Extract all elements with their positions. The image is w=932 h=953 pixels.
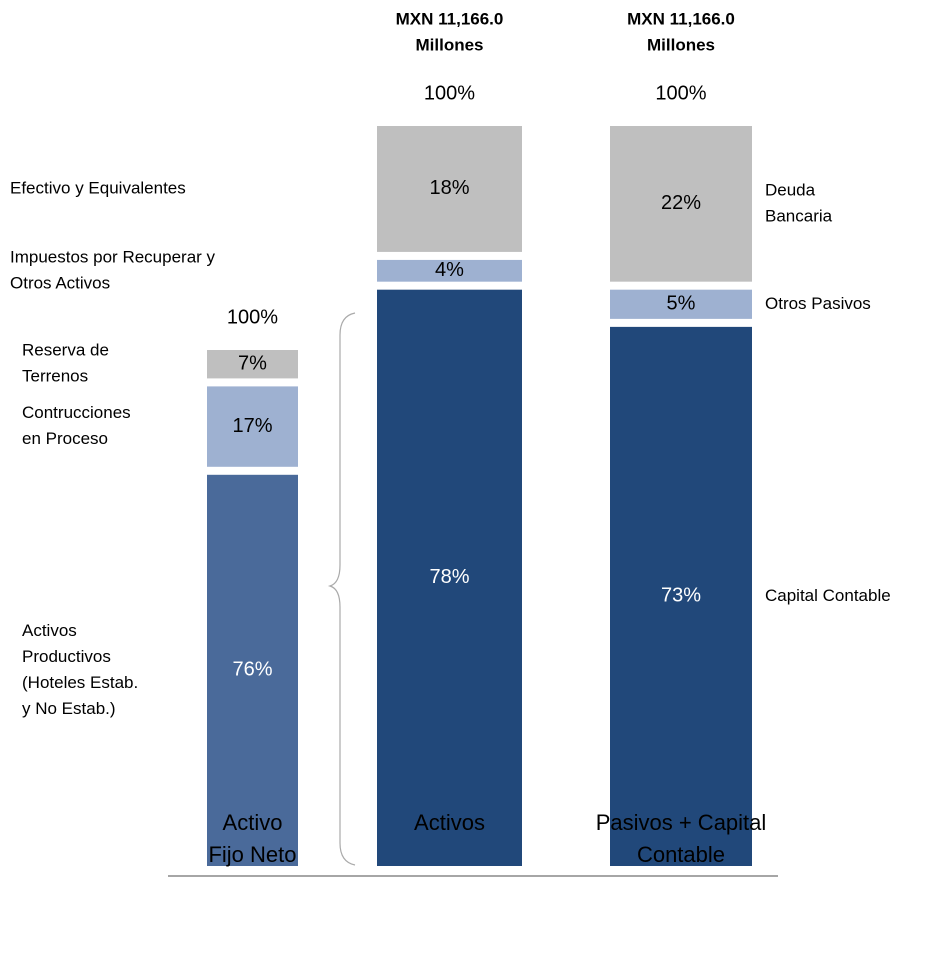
bar-segment	[207, 350, 298, 379]
data-label: 73%	[661, 585, 701, 607]
segment-label: Impuestos por Recuperar y	[10, 247, 216, 266]
data-label: 18%	[429, 177, 469, 199]
data-label: 17%	[232, 415, 272, 437]
bar-segment	[610, 126, 752, 282]
bar-header: MXN 11,166.0	[627, 9, 735, 28]
bar-segment	[610, 326, 752, 866]
segment-label: Otros Pasivos	[765, 294, 871, 313]
bar-segment	[377, 126, 522, 252]
segment-label: Efectivo y Equivalentes	[10, 178, 186, 197]
segment-label: Deuda	[765, 180, 816, 199]
bar-header: Millones	[415, 35, 483, 54]
category-label: Contable	[637, 842, 725, 867]
category-label: Activo	[223, 810, 283, 835]
segment-label: Productivos	[22, 647, 111, 666]
data-label: 22%	[661, 192, 701, 214]
segment-label: Activos	[22, 621, 77, 640]
bar-header: Millones	[647, 35, 715, 54]
segment-label: Reserva de	[22, 341, 109, 360]
data-label: 7%	[238, 352, 267, 374]
category-label: Fijo Neto	[208, 842, 296, 867]
data-label: 78%	[429, 566, 469, 588]
segment-label: Capital Contable	[765, 586, 891, 605]
bar-segment	[207, 474, 298, 866]
bar-header: MXN 11,166.0	[396, 9, 504, 28]
category-label: Activos	[414, 810, 485, 835]
segment-label: y No Estab.)	[22, 699, 116, 718]
total-label: 100%	[424, 82, 475, 104]
data-label: 76%	[232, 659, 272, 681]
bar-segment	[377, 289, 522, 866]
data-label: 4%	[435, 259, 464, 281]
brace	[327, 312, 356, 866]
bar-segment	[377, 259, 522, 282]
data-label: 5%	[667, 293, 696, 315]
category-label: Pasivos + Capital	[596, 810, 767, 835]
segment-label: Bancaria	[765, 206, 833, 225]
total-label: 100%	[655, 82, 706, 104]
bar-segment	[610, 289, 752, 319]
segment-label: en Proceso	[22, 429, 108, 448]
segment-label: Contrucciones	[22, 403, 131, 422]
bar-segment	[207, 386, 298, 467]
segment-label: Otros Activos	[10, 273, 110, 292]
segment-label: (Hoteles Estab.	[22, 673, 138, 692]
total-label: 100%	[227, 306, 278, 328]
segment-label: Terrenos	[22, 367, 88, 386]
